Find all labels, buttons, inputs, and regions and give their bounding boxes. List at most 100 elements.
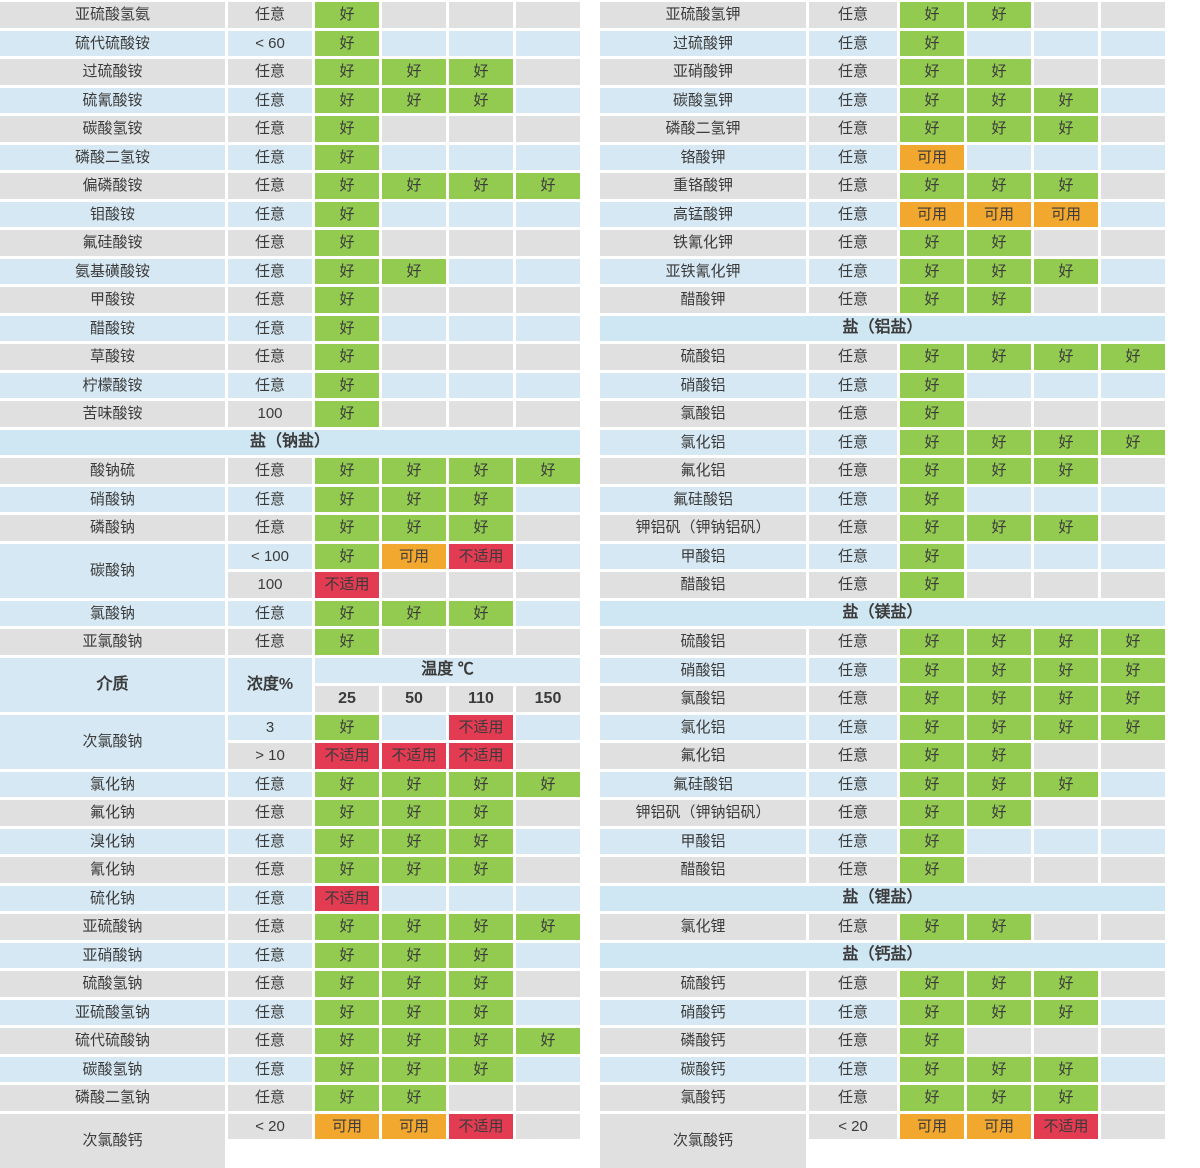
empty-cell — [967, 572, 1031, 598]
status-cell-good: 好 — [900, 429, 964, 455]
status-cell-good: 好 — [967, 116, 1031, 142]
empty-cell — [449, 2, 513, 28]
status-cell-good: 好 — [449, 971, 513, 997]
medium-cell: 亚氯酸钠 — [0, 629, 225, 655]
empty-cell — [967, 30, 1031, 56]
status-cell-good: 好 — [967, 800, 1031, 826]
status-cell-good: 好 — [1034, 686, 1098, 712]
medium-cell: 甲酸铵 — [0, 287, 225, 313]
empty-cell — [1034, 572, 1098, 598]
empty-cell — [516, 600, 580, 626]
status-cell-good: 好 — [382, 771, 446, 797]
medium-cell: 碳酸氢铵 — [0, 116, 225, 142]
concentration-cell: 任意 — [809, 458, 897, 484]
status-cell-good: 好 — [900, 1056, 964, 1082]
medium-cell: 偏磷酸铵 — [0, 173, 225, 199]
status-cell-good: 好 — [382, 857, 446, 883]
status-cell-good: 好 — [1034, 458, 1098, 484]
status-cell-good: 好 — [967, 515, 1031, 541]
compatibility-table-left: 亚硫酸氢氨 任意好硫代硫酸铵 < 60 好过硫酸铵 任意好好好硫氰酸铵 任意好好好碳酸氢铵… — [0, 2, 580, 1168]
concentration-cell: 任意 — [228, 258, 312, 284]
medium-cell: 氨基磺酸铵 — [0, 258, 225, 284]
status-cell-good: 好 — [900, 344, 964, 370]
medium-cell: 过硫酸铵 — [0, 59, 225, 85]
empty-cell — [1034, 857, 1098, 883]
medium-cell: 磷酸二氢钾 — [600, 116, 806, 142]
medium-cell: 氟化钠 — [0, 800, 225, 826]
medium-cell: 过硫酸钾 — [600, 30, 806, 56]
concentration-cell: 任意 — [809, 1028, 897, 1054]
empty-cell — [516, 1056, 580, 1082]
status-cell-good: 好 — [900, 828, 964, 854]
medium-cell: 苦味酸铵 — [0, 401, 225, 427]
status-cell-good: 好 — [382, 458, 446, 484]
status-cell-usable: 可用 — [382, 543, 446, 569]
concentration-cell: 任意 — [809, 2, 897, 28]
empty-cell — [449, 230, 513, 256]
empty-cell — [382, 629, 446, 655]
status-cell-good: 好 — [315, 629, 379, 655]
concentration-cell: 任意 — [809, 572, 897, 598]
empty-cell — [516, 144, 580, 170]
medium-cell: 醋酸铝 — [600, 572, 806, 598]
status-cell-good: 好 — [900, 486, 964, 512]
empty-cell — [449, 629, 513, 655]
status-cell-unsuitable: 不适用 — [382, 743, 446, 769]
status-cell-good: 好 — [967, 686, 1031, 712]
empty-cell — [382, 230, 446, 256]
empty-cell — [967, 828, 1031, 854]
concentration-cell: 任意 — [228, 486, 312, 512]
chemical-compatibility-page: { "status_labels": { "good": "好", "usabl… — [0, 2, 1165, 1168]
medium-cell: 亚铁氰化钾 — [600, 258, 806, 284]
status-cell-unsuitable: 不适用 — [1034, 1113, 1098, 1139]
empty-cell — [449, 372, 513, 398]
empty-cell — [449, 116, 513, 142]
empty-cell — [516, 287, 580, 313]
medium-cell: 草酸铵 — [0, 344, 225, 370]
concentration-cell: 任意 — [228, 629, 312, 655]
empty-cell — [1101, 1056, 1165, 1082]
concentration-cell: 任意 — [809, 144, 897, 170]
medium-cell: 亚硫酸氢钠 — [0, 999, 225, 1025]
status-cell-good: 好 — [900, 629, 964, 655]
empty-cell — [1101, 401, 1165, 427]
concentration-cell: 任意 — [809, 800, 897, 826]
status-cell-good: 好 — [449, 486, 513, 512]
empty-cell — [1101, 230, 1165, 256]
concentration-cell: 任意 — [228, 59, 312, 85]
status-cell-good: 好 — [382, 486, 446, 512]
concentration-cell: 任意 — [809, 543, 897, 569]
empty-cell — [1101, 1085, 1165, 1111]
concentration-cell: 100 — [228, 572, 312, 598]
status-cell-good: 好 — [900, 287, 964, 313]
empty-cell — [1101, 1028, 1165, 1054]
medium-cell: 氯化铝 — [600, 429, 806, 455]
medium-cell: 硫化钠 — [0, 885, 225, 911]
concentration-cell: 任意 — [228, 1085, 312, 1111]
status-cell-good: 好 — [900, 30, 964, 56]
status-cell-good: 好 — [900, 258, 964, 284]
medium-cell: 硫代硫酸铵 — [0, 30, 225, 56]
status-cell-good: 好 — [315, 287, 379, 313]
status-cell-good: 好 — [382, 258, 446, 284]
status-cell-good: 好 — [382, 515, 446, 541]
medium-cell: 氯酸钠 — [0, 600, 225, 626]
status-cell-good: 好 — [315, 201, 379, 227]
concentration-cell: 任意 — [228, 230, 312, 256]
status-cell-good: 好 — [1034, 1085, 1098, 1111]
concentration-cell: 任意 — [228, 1028, 312, 1054]
empty-cell — [967, 144, 1031, 170]
status-cell-good: 好 — [315, 971, 379, 997]
status-cell-good: 好 — [967, 714, 1031, 740]
medium-cell: 亚硫酸钠 — [0, 914, 225, 940]
status-cell-good: 好 — [315, 401, 379, 427]
empty-cell — [516, 800, 580, 826]
status-cell-good: 好 — [516, 1028, 580, 1054]
concentration-cell: > 10 — [228, 743, 312, 769]
status-cell-good: 好 — [1034, 258, 1098, 284]
empty-cell — [516, 857, 580, 883]
empty-cell — [516, 401, 580, 427]
empty-cell — [449, 201, 513, 227]
empty-cell — [382, 572, 446, 598]
medium-cell: 钾铝矾（钾钠铝矾） — [600, 800, 806, 826]
